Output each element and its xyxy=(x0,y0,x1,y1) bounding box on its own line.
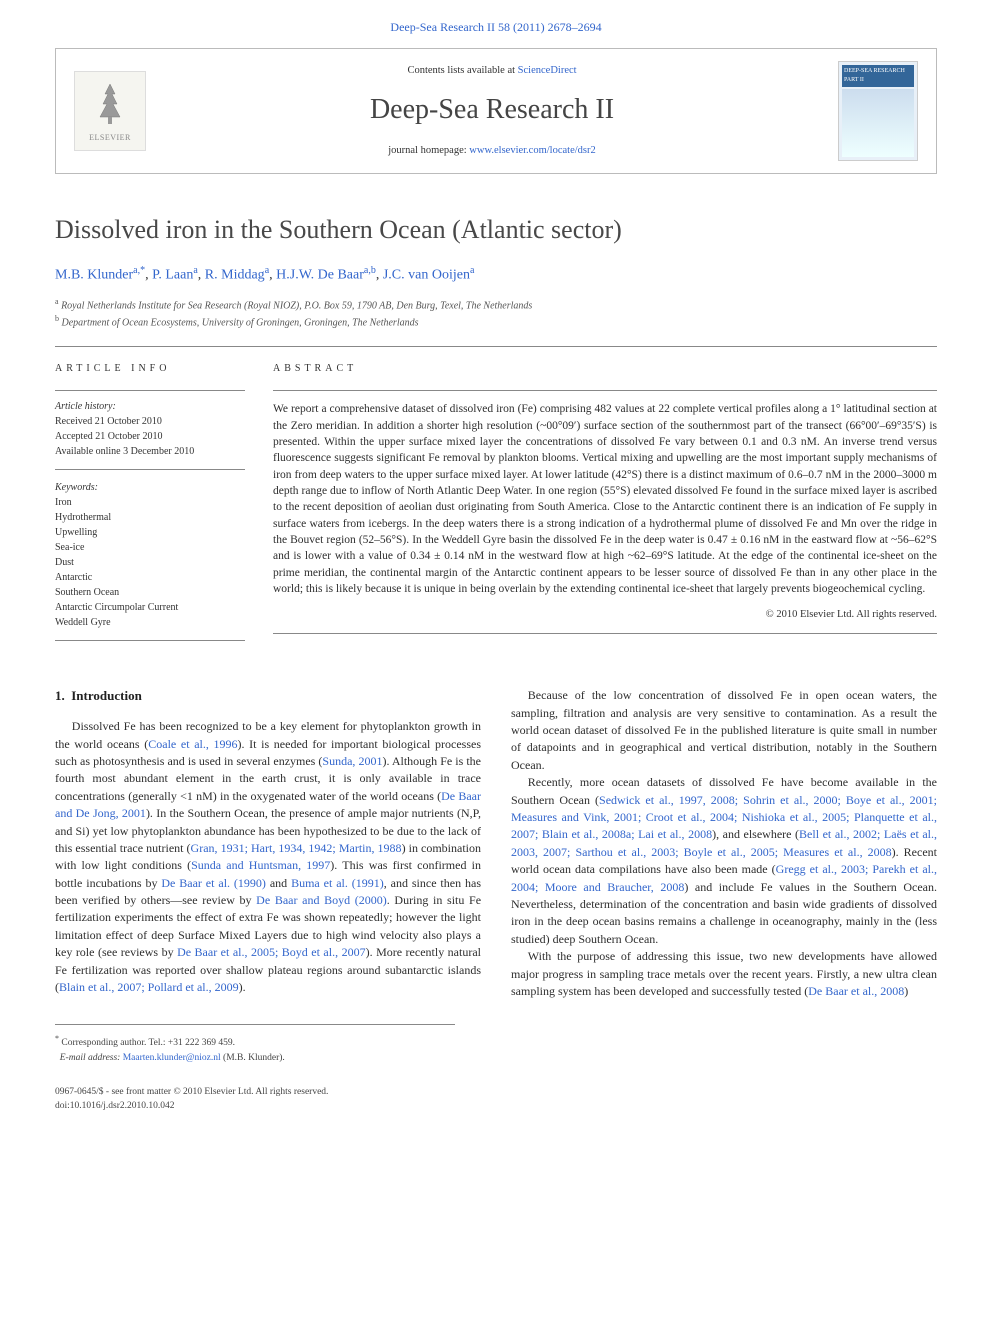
citation-link[interactable]: De Baar et al. (1990) xyxy=(161,876,266,890)
journal-name: Deep-Sea Research II xyxy=(164,89,820,131)
keyword: Iron xyxy=(55,497,72,508)
homepage-prefix: journal homepage: xyxy=(388,145,469,156)
keyword: Sea-ice xyxy=(55,542,84,553)
keyword: Weddell Gyre xyxy=(55,617,111,628)
email-label: E-mail address: xyxy=(60,1053,121,1063)
contents-line: Contents lists available at ScienceDirec… xyxy=(164,63,820,79)
citation-link[interactable]: Gran, 1931; Hart, 1934, 1942; Martin, 19… xyxy=(191,841,402,855)
citation-link[interactable]: Blain et al., 2007; Pollard et al., 2009 xyxy=(59,980,239,994)
publisher-name: ELSEVIER xyxy=(89,132,131,144)
homepage-link[interactable]: www.elsevier.com/locate/dsr2 xyxy=(469,145,595,156)
author-link[interactable]: H.J.W. De Baar xyxy=(276,268,364,283)
copyright-line: © 2010 Elsevier Ltd. All rights reserved… xyxy=(273,607,937,623)
citation-header: Deep-Sea Research II 58 (2011) 2678–2694 xyxy=(0,0,992,48)
rule xyxy=(273,633,937,634)
citation-link[interactable]: Buma et al. (1991) xyxy=(291,876,384,890)
body-paragraph: With the purpose of addressing this issu… xyxy=(511,948,937,1000)
history-label: Article history: xyxy=(55,401,116,412)
divider xyxy=(55,346,937,347)
journal-cover-thumbnail: DEEP-SEA RESEARCH PART II xyxy=(838,61,918,161)
corresponding-marker: * xyxy=(55,1034,59,1043)
rule xyxy=(273,390,937,391)
author-link[interactable]: J.C. van Ooijen xyxy=(383,268,470,283)
abstract-text: We report a comprehensive dataset of dis… xyxy=(273,401,937,597)
keywords-list: Iron Hydrothermal Upwelling Sea-ice Dust… xyxy=(55,495,245,630)
affiliation-row: b Department of Ocean Ecosystems, Univer… xyxy=(55,313,937,330)
email-link[interactable]: Maarten.klunder@nioz.nl xyxy=(123,1053,221,1063)
abstract-heading: ABSTRACT xyxy=(273,361,937,376)
citation-link[interactable]: De Baar and Boyd (2000) xyxy=(256,893,387,907)
author-link[interactable]: M.B. Klunder xyxy=(55,268,133,283)
author-link[interactable]: R. Middag xyxy=(205,268,265,283)
keyword: Antarctic xyxy=(55,572,92,583)
doi-text: doi:10.1016/j.dsr2.2010.10.042 xyxy=(55,1101,175,1111)
citation-link[interactable]: Deep-Sea Research II 58 (2011) 2678–2694 xyxy=(390,20,601,34)
corresponding-footer: * Corresponding author. Tel.: +31 222 36… xyxy=(55,1024,455,1065)
citation-link[interactable]: Sunda, 2001 xyxy=(322,754,382,768)
contents-prefix: Contents lists available at xyxy=(407,65,517,76)
available-date: Available online 3 December 2010 xyxy=(55,446,194,457)
abstract-column: ABSTRACT We report a comprehensive datas… xyxy=(273,361,937,651)
header-center: Contents lists available at ScienceDirec… xyxy=(164,63,820,159)
article-info-heading: ARTICLE INFO xyxy=(55,361,245,376)
author-affil: a xyxy=(265,265,269,276)
issn-line: 0967-0645/$ - see front matter © 2010 El… xyxy=(55,1087,328,1097)
keywords-label: Keywords: xyxy=(55,482,98,493)
info-abstract-row: ARTICLE INFO Article history: Received 2… xyxy=(55,361,937,651)
doi-block: 0967-0645/$ - see front matter © 2010 El… xyxy=(55,1085,937,1114)
author-affil: a,b xyxy=(364,265,376,276)
citation-link[interactable]: De Baar et al., 2005; Boyd et al., 2007 xyxy=(177,945,366,959)
keyword: Southern Ocean xyxy=(55,587,119,598)
keywords-block: Keywords: Iron Hydrothermal Upwelling Se… xyxy=(55,480,245,641)
keyword: Upwelling xyxy=(55,527,97,538)
rule xyxy=(55,390,245,391)
cover-body xyxy=(842,89,914,157)
body-columns: 1. Introduction Dissolved Fe has been re… xyxy=(55,687,937,1000)
elsevier-logo: ELSEVIER xyxy=(74,71,146,151)
citation-link[interactable]: Coale et al., 1996 xyxy=(148,737,237,751)
sciencedirect-link[interactable]: ScienceDirect xyxy=(518,65,577,76)
author-affil: a xyxy=(470,265,474,276)
journal-header-box: ELSEVIER Contents lists available at Sci… xyxy=(55,48,937,174)
authors-line: M.B. Klundera,*, P. Laana, R. Middaga, H… xyxy=(55,263,937,286)
affiliations: a Royal Netherlands Institute for Sea Re… xyxy=(55,296,937,331)
article-history-block: Article history: Received 21 October 201… xyxy=(55,399,245,470)
corresponding-marker[interactable]: * xyxy=(140,265,145,276)
received-date: Received 21 October 2010 xyxy=(55,416,162,427)
keyword: Antarctic Circumpolar Current xyxy=(55,602,178,613)
article-title: Dissolved iron in the Southern Ocean (At… xyxy=(55,210,937,249)
citation-link[interactable]: Sunda and Huntsman, 1997 xyxy=(191,858,330,872)
accepted-date: Accepted 21 October 2010 xyxy=(55,431,162,442)
homepage-line: journal homepage: www.elsevier.com/locat… xyxy=(164,143,820,159)
author-link[interactable]: P. Laan xyxy=(152,268,193,283)
body-paragraph: Dissolved Fe has been recognized to be a… xyxy=(55,718,481,996)
body-paragraph: Recently, more ocean datasets of dissolv… xyxy=(511,774,937,948)
affiliation-row: a Royal Netherlands Institute for Sea Re… xyxy=(55,296,937,313)
email-owner: (M.B. Klunder). xyxy=(223,1053,285,1063)
keyword: Dust xyxy=(55,557,74,568)
article-info-column: ARTICLE INFO Article history: Received 2… xyxy=(55,361,245,651)
keyword: Hydrothermal xyxy=(55,512,111,523)
cover-title: DEEP-SEA RESEARCH PART II xyxy=(842,65,914,87)
section-heading: 1. Introduction xyxy=(55,687,481,706)
corresponding-label: Corresponding author. Tel.: +31 222 369 … xyxy=(61,1039,235,1049)
body-paragraph: Because of the low concentration of diss… xyxy=(511,687,937,774)
tree-icon xyxy=(85,79,135,129)
author-affil: a xyxy=(193,265,197,276)
citation-link[interactable]: De Baar et al., 2008 xyxy=(808,984,904,998)
